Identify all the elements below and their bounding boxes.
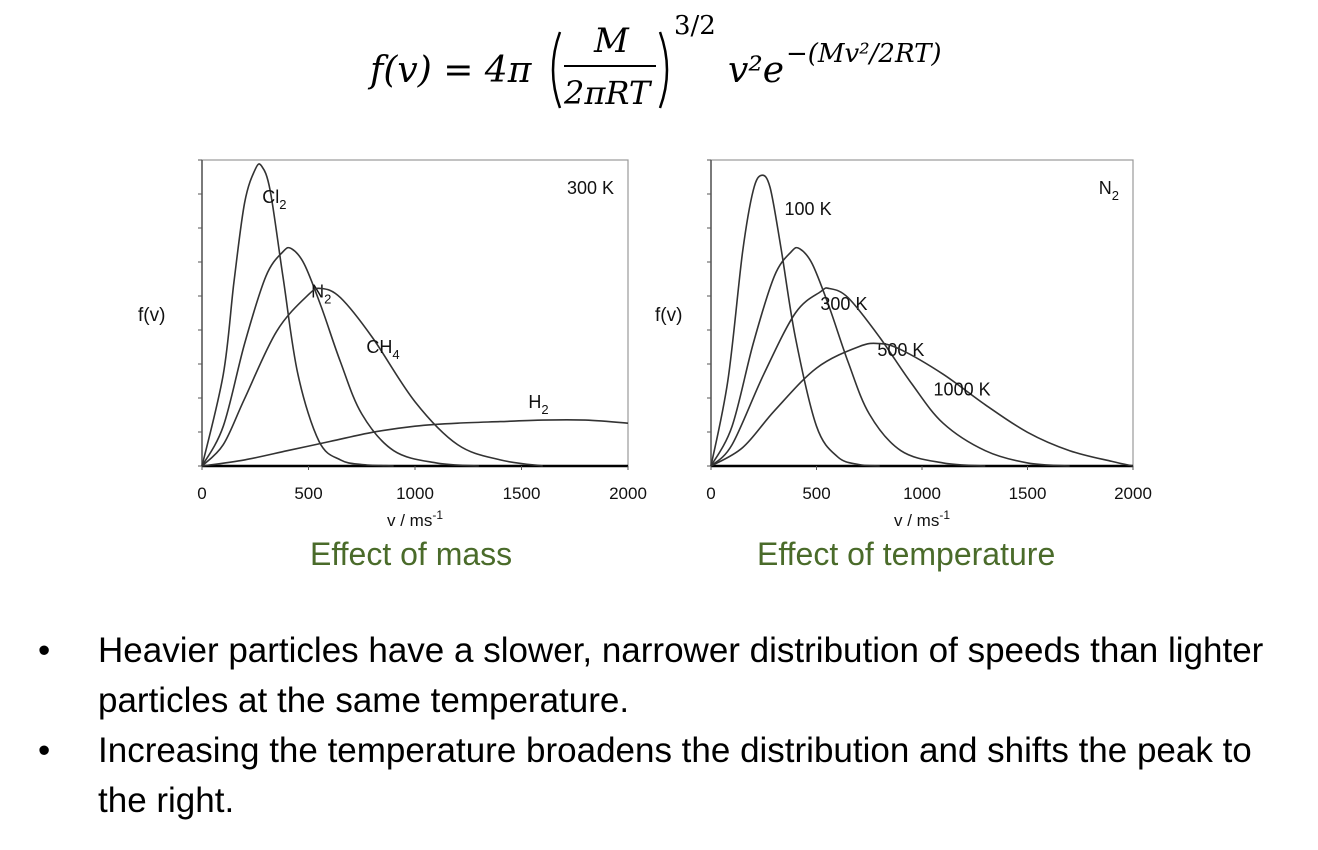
x-tick-label-1500: 1500 bbox=[1009, 484, 1047, 503]
series-label-h2: H2 bbox=[528, 392, 548, 417]
x-tick-label-1000: 1000 bbox=[903, 484, 941, 503]
x-tick-label-500: 500 bbox=[294, 484, 322, 503]
x-tick-label-1500: 1500 bbox=[503, 484, 541, 503]
chart-effect-of-mass: 0 500 1000 1500 2000 v / ms-1 f(v) 300 K Cl2 N2 CH… bbox=[138, 159, 647, 530]
series-line-500-k bbox=[710, 287, 1070, 467]
bullet-text: Increasing the temperature broadens the … bbox=[98, 731, 1252, 820]
series-label-ch4: CH4 bbox=[366, 337, 399, 362]
series-line-h2 bbox=[201, 419, 629, 467]
x-tick-label-2000: 2000 bbox=[609, 484, 647, 503]
bullet-item-temperature: • Increasing the temperature broadens the… bbox=[36, 726, 1306, 826]
series-label-n2: N2 bbox=[311, 282, 331, 307]
series-label-300-k: 300 K bbox=[820, 294, 867, 314]
y-axis-label: f(v) bbox=[655, 305, 682, 326]
series-line-cl2 bbox=[201, 163, 394, 467]
temperature-annotation: N2 bbox=[1099, 178, 1119, 203]
series-label-1000-k: 1000 K bbox=[934, 380, 991, 400]
bullet-marker: • bbox=[38, 631, 51, 670]
bullet-list: • Heavier particles have a slower, narrow… bbox=[36, 626, 1306, 826]
formula-exponent: 3/2 bbox=[674, 11, 716, 41]
series-line-n2 bbox=[201, 246, 479, 467]
series-line-ch4 bbox=[201, 287, 543, 467]
maxwell-boltzmann-formula: f(v) = 4π M 2πRT 3/2 v²e −(Mv²/2RT) bbox=[367, 11, 942, 112]
caption-effect-of-mass: Effect of mass bbox=[310, 536, 513, 572]
x-tick-label-0: 0 bbox=[706, 484, 715, 503]
formula-frac-numerator: M bbox=[593, 21, 630, 61]
x-axis-label: v / ms-1 bbox=[387, 508, 443, 530]
x-tick-label-0: 0 bbox=[197, 484, 206, 503]
caption-effect-of-temperature: Effect of temperature bbox=[757, 536, 1056, 572]
formula-left-paren bbox=[551, 31, 562, 109]
chart-effect-of-temperature: 0 500 1000 1500 2000 v / ms-1 f(v) N2 100 K 300 K… bbox=[655, 159, 1152, 530]
x-tick-label-500: 500 bbox=[802, 484, 830, 503]
bullet-item-mass: • Heavier particles have a slower, narrow… bbox=[36, 626, 1306, 726]
x-tick-label-2000: 2000 bbox=[1114, 484, 1152, 503]
formula-right-paren bbox=[658, 31, 669, 109]
formula-exp-term: −(Mv²/2RT) bbox=[786, 39, 942, 69]
speed-distribution-charts: 0 500 1000 1500 2000 v / ms-1 f(v) 300 K Cl2 N2 CH… bbox=[138, 159, 1152, 530]
bullet-text: Heavier particles have a slower, narrowe… bbox=[98, 631, 1264, 720]
formula-frac-denominator: 2πRT bbox=[563, 74, 653, 112]
series-line-1000-k bbox=[710, 342, 1134, 467]
x-tick-label-1000: 1000 bbox=[396, 484, 434, 503]
temperature-annotation: 300 K bbox=[567, 178, 614, 198]
bullet-marker: • bbox=[38, 731, 51, 770]
x-axis-label: v / ms-1 bbox=[894, 508, 950, 530]
formula-factor: v²e bbox=[728, 50, 784, 91]
formula-lhs: f(v) = 4π bbox=[367, 50, 533, 91]
series-label-100-k: 100 K bbox=[785, 199, 832, 219]
y-axis-label: f(v) bbox=[138, 305, 165, 326]
series-line-100-k bbox=[710, 174, 880, 467]
series-line-300-k bbox=[710, 246, 986, 467]
series-label-cl2: Cl2 bbox=[262, 187, 286, 212]
